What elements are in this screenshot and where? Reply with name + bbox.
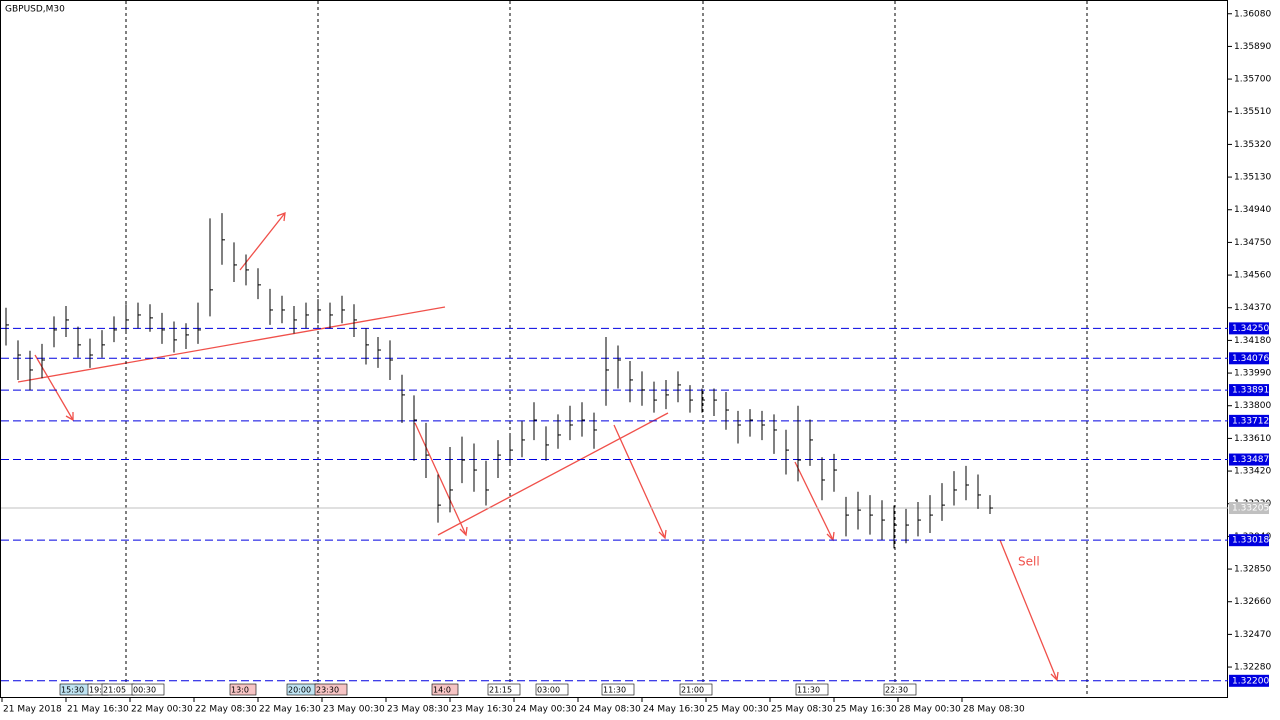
event-label: 21:05 xyxy=(103,686,126,695)
level-label: 1.34076 xyxy=(1232,354,1269,364)
current-price-label: 1.33205 xyxy=(1232,504,1269,514)
event-label: 19: xyxy=(89,686,102,695)
x-tick-label: 28 May 08:30 xyxy=(963,705,1025,715)
level-box xyxy=(1229,384,1269,397)
y-tick-label: 1.34560 xyxy=(1234,271,1271,281)
chart-title: GBPUSD,M30 xyxy=(5,5,65,15)
y-tick-label: 1.35890 xyxy=(1234,42,1271,52)
current-price-box xyxy=(1229,502,1269,515)
event-box xyxy=(487,683,521,696)
event-box xyxy=(431,683,459,696)
level-box xyxy=(1229,534,1269,547)
level-box xyxy=(1229,674,1269,687)
event-label: 23:30 xyxy=(316,686,339,695)
event-box xyxy=(795,683,829,696)
y-tick-label: 1.33990 xyxy=(1234,369,1271,379)
level-box xyxy=(1229,322,1269,335)
level-label: 1.33018 xyxy=(1232,536,1269,546)
x-tick-label: 21 May 16:30 xyxy=(67,705,129,715)
plot-frame xyxy=(0,0,1228,698)
x-tick-label: 24 May 16:30 xyxy=(643,705,705,715)
event-label: 11:30 xyxy=(797,686,820,695)
event-box xyxy=(883,683,917,696)
y-tick-label: 1.32280 xyxy=(1234,663,1271,673)
y-tick-label: 1.32850 xyxy=(1234,565,1271,575)
x-tick-label: 23 May 08:30 xyxy=(387,705,449,715)
x-tick-label: 23 May 00:30 xyxy=(323,705,385,715)
level-label: 1.34250 xyxy=(1232,324,1269,334)
y-tick-label: 1.32660 xyxy=(1234,597,1271,607)
y-tick-label: 1.35510 xyxy=(1234,107,1271,117)
annotations xyxy=(17,212,1059,682)
event-label: 21:00 xyxy=(681,686,704,695)
level-label: 1.33487 xyxy=(1232,455,1269,465)
y-tick-label: 1.33420 xyxy=(1234,467,1271,477)
level-label: 1.33712 xyxy=(1232,416,1269,426)
y-tick-label: 1.34370 xyxy=(1234,303,1271,313)
x-tick-label: 25 May 16:30 xyxy=(835,705,897,715)
level-box xyxy=(1229,453,1269,466)
event-box xyxy=(535,683,569,696)
y-tick-label: 1.35320 xyxy=(1234,140,1271,150)
x-tick-label: 24 May 08:30 xyxy=(579,705,641,715)
level-label: 1.32200 xyxy=(1232,676,1269,686)
event-box xyxy=(601,683,635,696)
event-box xyxy=(229,683,257,696)
event-label: 14:0 xyxy=(433,686,451,695)
x-tick-label: 22 May 08:30 xyxy=(195,705,257,715)
event-box xyxy=(679,683,713,696)
event-box xyxy=(314,683,348,696)
level-box xyxy=(1229,414,1269,427)
y-tick-label: 1.32470 xyxy=(1234,630,1271,640)
x-tick-label: 25 May 00:30 xyxy=(707,705,769,715)
y-tick-label: 1.34940 xyxy=(1234,205,1271,215)
y-tick-label: 1.33610 xyxy=(1234,434,1271,444)
event-label: 13:0 xyxy=(231,686,249,695)
annotation-text: Sell xyxy=(1018,555,1040,569)
y-tick-label: 1.35700 xyxy=(1234,75,1271,85)
event-label: 21:15 xyxy=(489,686,512,695)
level-box xyxy=(1229,352,1269,365)
x-tick-label: 25 May 08:30 xyxy=(771,705,833,715)
x-tick-label: 23 May 16:30 xyxy=(451,705,513,715)
event-label: 22:30 xyxy=(885,686,908,695)
event-label: 15:30 xyxy=(61,686,84,695)
y-tick-label: 1.35130 xyxy=(1234,173,1271,183)
event-label: 20:00 xyxy=(288,686,311,695)
y-tick-label: 1.34180 xyxy=(1234,336,1271,346)
x-tick-label: 22 May 00:30 xyxy=(131,705,193,715)
x-tick-label: 28 May 00:30 xyxy=(899,705,961,715)
event-label: 03:00 xyxy=(537,686,560,695)
event-label: 11:30 xyxy=(603,686,626,695)
x-tick-label: 22 May 16:30 xyxy=(259,705,321,715)
level-label: 1.33891 xyxy=(1232,386,1269,396)
y-tick-label: 1.36080 xyxy=(1234,9,1271,19)
x-tick-label: 24 May 00:30 xyxy=(515,705,577,715)
y-tick-label: 1.33800 xyxy=(1234,401,1271,411)
x-tick-label: 21 May 2018 xyxy=(3,705,62,715)
event-box xyxy=(131,683,165,696)
event-label: 00:30 xyxy=(133,686,156,695)
y-tick-label: 1.34750 xyxy=(1234,238,1271,248)
